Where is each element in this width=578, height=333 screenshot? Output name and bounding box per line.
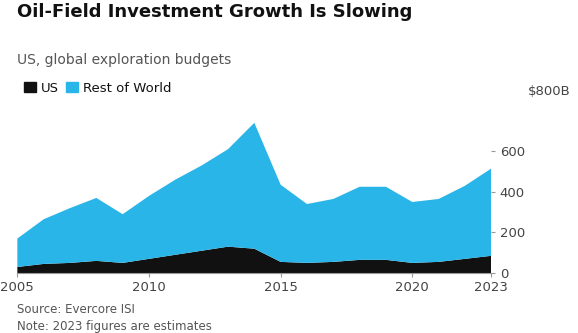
Text: Source: Evercore ISI: Source: Evercore ISI: [17, 303, 135, 316]
Text: Oil-Field Investment Growth Is Slowing: Oil-Field Investment Growth Is Slowing: [17, 3, 413, 21]
Text: Note: 2023 figures are estimates: Note: 2023 figures are estimates: [17, 320, 212, 333]
Text: US, global exploration budgets: US, global exploration budgets: [17, 53, 232, 67]
Text: $800B: $800B: [528, 85, 570, 98]
Legend: US, Rest of World: US, Rest of World: [24, 82, 171, 95]
